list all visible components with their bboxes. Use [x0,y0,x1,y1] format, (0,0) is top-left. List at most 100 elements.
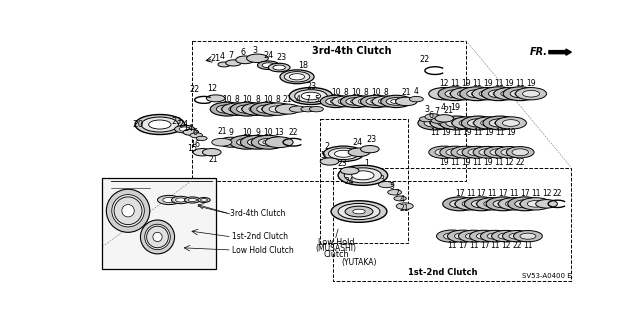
Text: 21: 21 [401,88,411,97]
Ellipse shape [346,207,372,216]
Text: 4: 4 [220,52,225,61]
Text: 22: 22 [289,128,298,137]
Ellipse shape [372,96,400,107]
Ellipse shape [437,120,454,126]
Ellipse shape [202,149,221,156]
Ellipse shape [246,54,268,63]
Text: 19: 19 [463,129,472,137]
Ellipse shape [440,116,474,130]
Ellipse shape [473,146,502,158]
Ellipse shape [502,230,532,242]
Ellipse shape [252,135,285,149]
Ellipse shape [458,230,489,242]
Ellipse shape [512,149,529,156]
Ellipse shape [265,137,293,148]
Ellipse shape [335,150,353,157]
Text: 4: 4 [295,95,300,104]
Ellipse shape [498,202,509,206]
Ellipse shape [470,230,500,242]
Ellipse shape [484,201,501,207]
Ellipse shape [435,115,454,122]
Ellipse shape [435,149,454,156]
Text: 24: 24 [353,138,362,147]
Text: 22: 22 [189,85,200,93]
Ellipse shape [188,198,196,202]
Ellipse shape [465,197,499,211]
Text: 3rd-4th Clutch: 3rd-4th Clutch [230,209,285,218]
Text: 5: 5 [389,182,394,191]
Ellipse shape [430,117,461,129]
Ellipse shape [483,116,517,130]
Ellipse shape [241,135,275,149]
Ellipse shape [378,98,394,105]
Ellipse shape [358,98,374,105]
Text: 20: 20 [132,120,144,129]
Ellipse shape [506,147,534,158]
Ellipse shape [472,87,503,100]
Text: 1: 1 [364,159,369,168]
Ellipse shape [163,197,175,203]
Ellipse shape [184,197,200,203]
Ellipse shape [418,116,452,130]
Ellipse shape [481,120,498,126]
Ellipse shape [436,230,467,242]
Text: 7: 7 [434,107,439,116]
Text: 3: 3 [253,46,258,55]
Text: 10: 10 [371,88,381,97]
Ellipse shape [492,230,521,242]
Ellipse shape [394,196,406,201]
Ellipse shape [328,148,358,160]
Text: 12: 12 [207,84,217,93]
Text: 17: 17 [455,189,465,198]
Text: 24: 24 [178,120,188,129]
Ellipse shape [193,149,212,156]
Text: 8: 8 [384,88,388,97]
Ellipse shape [242,103,273,115]
Text: 10: 10 [263,95,273,104]
Text: 12: 12 [440,79,449,88]
Text: Low Hold Clutch: Low Hold Clutch [232,246,294,255]
Ellipse shape [378,182,394,188]
Ellipse shape [520,198,551,210]
Ellipse shape [522,90,540,97]
Ellipse shape [338,165,388,185]
Ellipse shape [340,95,371,108]
Ellipse shape [450,92,461,96]
Ellipse shape [294,90,327,102]
Ellipse shape [236,56,254,64]
Ellipse shape [198,197,210,203]
Ellipse shape [388,189,402,195]
Ellipse shape [508,197,542,211]
Ellipse shape [495,121,506,125]
Text: 11: 11 [472,79,481,88]
Text: 11: 11 [452,129,461,137]
Ellipse shape [268,63,290,72]
Text: 22: 22 [553,189,562,198]
Text: 21: 21 [283,95,292,104]
Text: 11: 11 [493,158,503,167]
Ellipse shape [135,115,184,135]
Text: 9: 9 [228,128,234,137]
Ellipse shape [386,98,406,105]
Text: 11: 11 [430,129,440,137]
Ellipse shape [451,87,481,100]
Text: 12: 12 [504,158,514,167]
Ellipse shape [360,95,392,108]
Text: 21: 21 [211,54,221,63]
Ellipse shape [472,200,492,208]
Text: 11: 11 [488,189,497,198]
Ellipse shape [219,137,244,147]
Text: SV53-A0400 E: SV53-A0400 E [522,272,572,278]
Text: 22: 22 [513,241,522,250]
Ellipse shape [330,99,341,104]
Ellipse shape [481,230,510,242]
Text: 4: 4 [440,103,445,112]
Text: 6: 6 [192,129,197,137]
Ellipse shape [206,95,225,102]
Ellipse shape [221,107,234,112]
Ellipse shape [261,107,274,112]
Text: 10: 10 [264,128,273,137]
Ellipse shape [237,138,257,146]
Ellipse shape [509,233,525,239]
Text: 19: 19 [506,129,516,137]
